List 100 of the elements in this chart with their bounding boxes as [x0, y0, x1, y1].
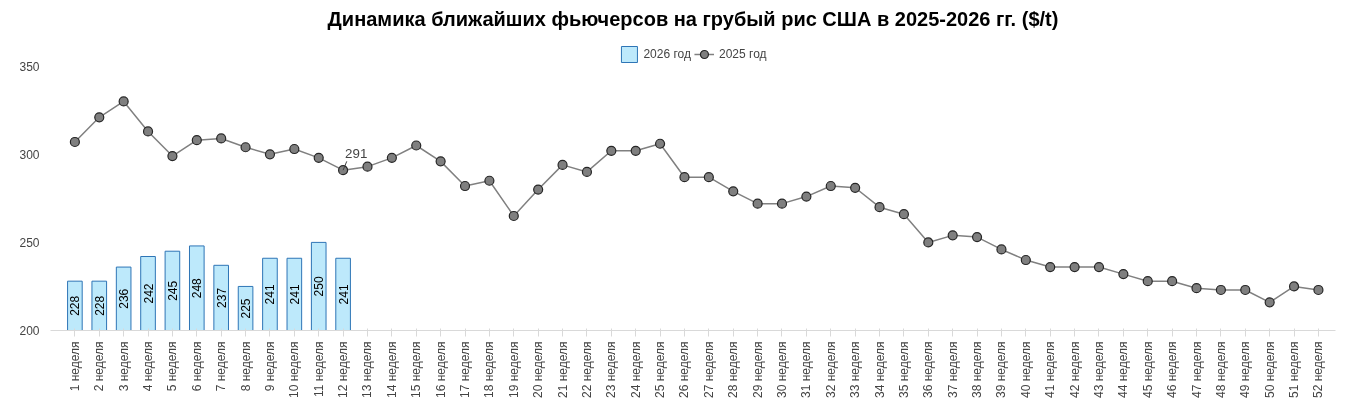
- x-tick-label: 3 неделя: [116, 341, 131, 392]
- x-tick-label: 6 неделя: [189, 341, 204, 392]
- annotation: 291: [345, 146, 368, 162]
- x-tick-label: 11 неделя: [311, 341, 326, 398]
- point: [630, 145, 641, 156]
- point: [216, 133, 227, 144]
- point: [850, 182, 861, 193]
- x-tick-label: 23 неделя: [604, 341, 619, 398]
- point: [435, 156, 446, 167]
- point: [1142, 276, 1153, 287]
- point: [923, 237, 934, 248]
- point: [1191, 283, 1202, 294]
- point: [996, 244, 1007, 255]
- point: [874, 202, 885, 213]
- point: [118, 96, 129, 107]
- x-tick-label: 29 неделя: [750, 341, 765, 398]
- x-tick-label: 37 неделя: [945, 341, 960, 398]
- x-tick-label: 8 неделя: [238, 341, 253, 392]
- point: [508, 210, 519, 222]
- point: [1264, 297, 1275, 308]
- point: [728, 186, 739, 197]
- x-tick-label: 49 неделя: [1238, 341, 1253, 398]
- x-tick-label: 36 неделя: [921, 341, 936, 398]
- x-tick-label: 33 неделя: [848, 341, 863, 398]
- point: [191, 135, 202, 146]
- data-label: 241: [287, 284, 302, 305]
- x-tick-label: 18 неделя: [482, 341, 497, 398]
- point: [411, 140, 422, 151]
- x-tick-label: 27 неделя: [701, 341, 716, 398]
- y-tick-label: 250: [19, 235, 40, 250]
- point: [557, 159, 568, 170]
- point: [338, 165, 349, 176]
- x-tick-label: 28 неделя: [726, 341, 741, 398]
- x-tick-label: 41 неделя: [1043, 341, 1058, 398]
- data-label: 242: [141, 283, 156, 304]
- point: [264, 149, 276, 160]
- x-tick-label: 39 неделя: [994, 341, 1009, 398]
- x-tick-label: 47 неделя: [1189, 341, 1204, 398]
- point: [289, 143, 300, 155]
- x-tick-label: 17 неделя: [458, 341, 473, 398]
- data-label: 241: [263, 284, 278, 305]
- x-tick-label: 40 неделя: [1018, 341, 1033, 398]
- data-label: 245: [165, 280, 180, 301]
- x-tick-label: 15 неделя: [409, 341, 424, 398]
- x-tick-label: 13 неделя: [360, 341, 375, 398]
- point: [606, 145, 617, 156]
- x-tick-label: 2 неделя: [92, 341, 107, 392]
- point: [142, 126, 154, 137]
- point: [801, 191, 812, 202]
- x-tick-label: 43 неделя: [1091, 341, 1106, 398]
- data-label: 236: [117, 288, 132, 309]
- point: [1020, 254, 1031, 266]
- point: [386, 152, 397, 163]
- point: [1069, 261, 1080, 273]
- x-tick-label: 16 неделя: [433, 341, 448, 398]
- x-tick-label: 22 неделя: [579, 341, 594, 398]
- point: [825, 180, 836, 192]
- y-tick-label: 300: [19, 147, 40, 162]
- point: [654, 138, 666, 149]
- point: [69, 136, 80, 148]
- point: [459, 180, 471, 192]
- x-tick-label: 25 неделя: [653, 341, 668, 398]
- x-tick-label: 14 неделя: [384, 341, 399, 398]
- x-tick-label: 24 неделя: [628, 341, 643, 398]
- x-tick-label: 31 неделя: [799, 341, 814, 398]
- point: [1240, 284, 1251, 296]
- x-tick-label: 52 неделя: [1311, 341, 1326, 398]
- point: [1093, 261, 1105, 273]
- point: [1215, 284, 1226, 296]
- x-tick-label: 45 неделя: [1140, 341, 1155, 398]
- point: [362, 161, 373, 172]
- data-label: 228: [92, 295, 107, 316]
- x-tick-label: 7 неделя: [214, 341, 229, 392]
- legend-label: 2026 год: [643, 47, 691, 61]
- data-label: 248: [190, 277, 205, 299]
- y-tick-label: 350: [19, 59, 40, 74]
- x-tick-label: 12 неделя: [336, 341, 351, 398]
- data-label: 241: [336, 284, 351, 305]
- data-label: 250: [312, 276, 327, 297]
- data-label: 237: [214, 287, 229, 308]
- x-tick-label: 30 неделя: [775, 341, 789, 398]
- point: [313, 152, 324, 163]
- x-tick-label: 38 неделя: [970, 341, 985, 398]
- x-tick-label: 5 неделя: [165, 341, 180, 392]
- y-tick-label: 200: [19, 324, 40, 338]
- x-tick-label: 46 неделя: [1165, 341, 1180, 398]
- point: [167, 150, 178, 162]
- x-tick-label: 35 неделя: [896, 341, 911, 398]
- x-tick-label: 20 неделя: [531, 341, 546, 398]
- point: [1313, 284, 1324, 296]
- point: [533, 184, 544, 195]
- point: [898, 209, 910, 220]
- point: [752, 198, 763, 209]
- point: [1118, 269, 1129, 280]
- data-label: 228: [68, 295, 83, 316]
- x-tick-label: 44 неделя: [1116, 341, 1131, 398]
- x-tick-label: 48 неделя: [1213, 341, 1228, 398]
- point: [971, 232, 983, 243]
- x-tick-label: 1 неделя: [67, 341, 82, 392]
- x-tick-label: 4 неделя: [141, 341, 156, 392]
